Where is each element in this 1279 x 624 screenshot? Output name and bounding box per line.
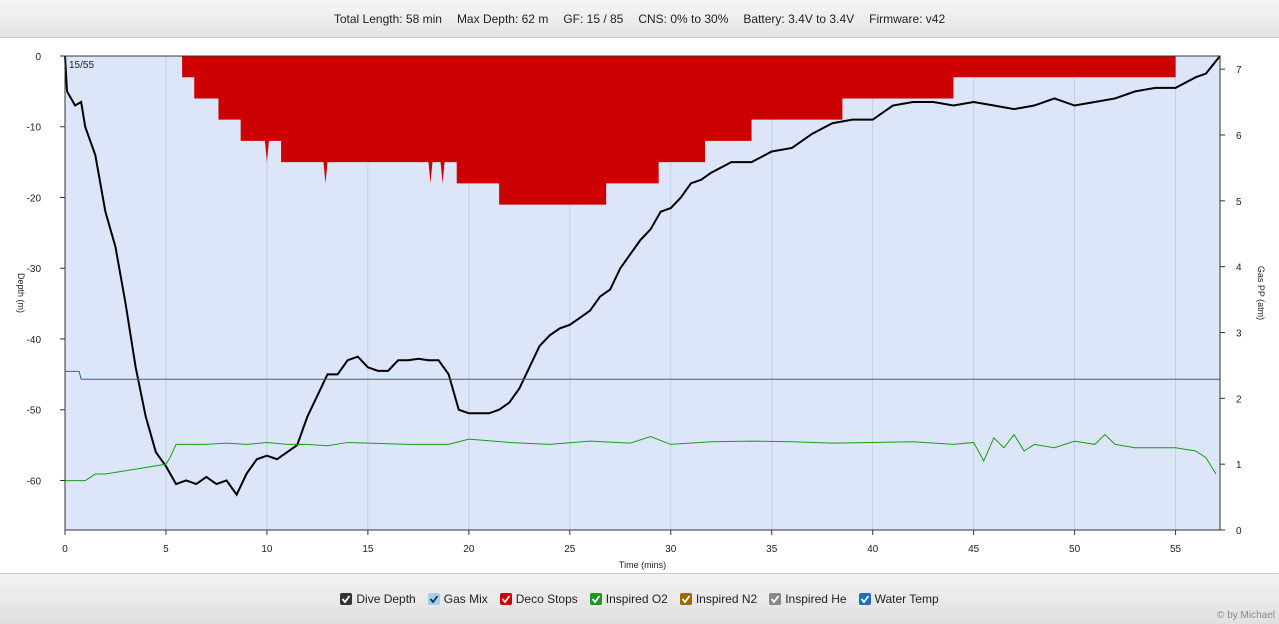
footer: Dive Depth Gas Mix Deco Stops Inspired O2 In…	[0, 573, 1279, 624]
series-line	[64, 55, 1221, 497]
legend-item: Inspired He	[769, 592, 847, 606]
legend-checkbox	[858, 593, 871, 605]
x-tick-label: 55	[1170, 544, 1182, 555]
y-tick-label: -40	[27, 335, 42, 346]
chart: 0 5 10 15 20 25 30 35 40 45 50 550-10-20-30-40-50-6…	[16, 52, 1266, 570]
x-axis-label: Time (mins)	[619, 560, 666, 570]
plot-border	[64, 55, 1221, 531]
legend-item: Gas Mix	[427, 592, 488, 606]
y-tick-label: 0	[35, 52, 41, 63]
y2-tick-label: 3	[1236, 329, 1242, 340]
legend-checkbox	[499, 593, 512, 605]
legend-checkbox	[589, 593, 602, 605]
legend-label: Inspired O2	[605, 592, 668, 606]
y-axis-label: Depth (m)	[16, 273, 26, 313]
y2-tick-label: 0	[1236, 526, 1242, 537]
stat: Firmware: v42	[869, 11, 946, 26]
x-tick-label: 40	[867, 544, 879, 555]
y-tick-label: -10	[27, 123, 42, 134]
stat: GF: 15 / 85	[563, 11, 624, 26]
legend-item: Water Temp	[858, 592, 939, 606]
legend-checkbox	[679, 593, 692, 605]
legend-item: Dive Depth	[340, 592, 416, 606]
legend-label: Water Temp	[874, 592, 939, 606]
series-line	[65, 433, 1217, 482]
deco-area	[182, 56, 1176, 205]
y2-tick-label: 4	[1236, 263, 1242, 274]
check	[342, 595, 351, 604]
x-tick-label: 10	[261, 544, 273, 555]
legend-item: Inspired O2	[589, 592, 668, 606]
x-tick-label: 15	[362, 544, 374, 555]
x-tick-label: 35	[766, 544, 778, 555]
legend-checkbox	[769, 593, 782, 605]
series-line	[65, 370, 1220, 380]
check-icon	[429, 595, 438, 604]
legend-checkbox	[427, 593, 440, 605]
legend-label: Deco Stops	[515, 592, 578, 606]
y2-tick-label: 2	[1236, 394, 1242, 405]
legend-label: Inspired N2	[695, 592, 758, 606]
y2-tick-label: 6	[1236, 131, 1242, 142]
x-tick-label: 45	[968, 544, 980, 555]
legend-item: Inspired N2	[679, 592, 758, 606]
check	[681, 595, 691, 604]
check	[429, 595, 438, 604]
y-tick-label: -50	[27, 406, 42, 417]
x-tick-label: 30	[665, 544, 677, 555]
x-tick-label: 25	[564, 544, 576, 555]
legend-checkbox	[340, 593, 353, 605]
check-icon	[771, 595, 780, 604]
legend: Dive Depth Gas Mix Deco Stops Inspired O2 In…	[0, 592, 1279, 606]
y2-axis-label: Gas PP (atm)	[1256, 266, 1266, 320]
check	[771, 595, 780, 604]
legend-item: Deco Stops	[499, 592, 578, 606]
header: Total Length: 58 min Max Depth: 62 m GF: 1…	[0, 0, 1279, 38]
check-icon	[501, 595, 510, 604]
check	[591, 595, 601, 604]
check-icon	[342, 595, 351, 604]
x-tick-label: 20	[463, 544, 475, 555]
x-tick-label: 0	[62, 544, 68, 555]
x-tick-label: 50	[1069, 544, 1081, 555]
check	[501, 595, 510, 604]
stat: CNS: 0% to 30%	[638, 11, 729, 26]
y2-tick-label: 5	[1236, 197, 1242, 208]
check	[860, 595, 869, 604]
check-icon	[860, 595, 869, 604]
y-tick-label: -30	[27, 264, 42, 275]
check-icon	[591, 595, 601, 604]
y2-tick-label: 1	[1236, 460, 1242, 471]
stat: Max Depth: 62 m	[456, 11, 549, 26]
legend-label: Inspired He	[785, 592, 847, 606]
stat: Battery: 3.4V to 3.4V	[743, 11, 855, 26]
legend-label: Gas Mix	[443, 592, 488, 606]
annotation: 15/55	[69, 60, 94, 71]
stat: Total Length: 58 min	[333, 11, 442, 26]
check-icon	[681, 595, 691, 604]
x-tick-label: 5	[163, 544, 169, 555]
y-tick-label: -60	[27, 476, 42, 487]
credit: © by Michael	[1217, 610, 1275, 621]
y-tick-label: -20	[27, 193, 42, 204]
legend-label: Dive Depth	[356, 592, 416, 606]
y2-tick-label: 7	[1236, 65, 1242, 76]
